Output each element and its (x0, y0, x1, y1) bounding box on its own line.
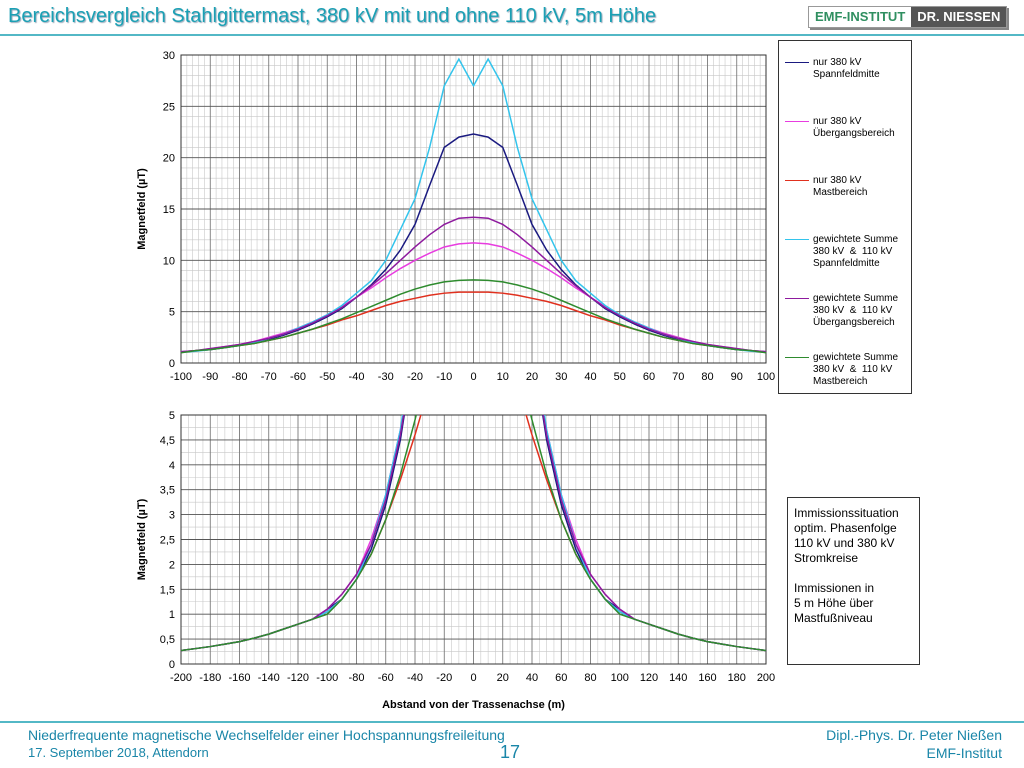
x-tick-label: 20 (526, 371, 538, 383)
legend-swatch (785, 239, 809, 240)
series-line (181, 216, 766, 353)
x-tick-label: 180 (728, 672, 746, 684)
y-tick-label: 1 (169, 609, 175, 621)
legend-swatch (785, 62, 809, 63)
legend-swatch (785, 180, 809, 181)
x-tick-label: -50 (319, 371, 335, 383)
x-axis-label: Abstand von der Trassenachse (m) (382, 699, 565, 711)
x-tick-label: 50 (614, 371, 626, 383)
plot-frame (180, 414, 767, 665)
legend-swatch (785, 298, 809, 299)
series-group (181, 57, 766, 354)
y-tick-label: 15 (163, 204, 175, 216)
y-tick-label: 5 (169, 307, 175, 319)
footer-date: 17. September 2018, Attendorn (28, 745, 209, 760)
x-tick-label: 200 (757, 672, 775, 684)
x-tick-label: -180 (199, 672, 221, 684)
x-tick-label: -200 (170, 672, 192, 684)
legend-label: nur 380 kV Mastbereich (813, 175, 868, 198)
y-axis-label: Magnetfeld (µT) (136, 168, 148, 250)
annotation-box: Immissionssituation optim. Phasenfolge 1… (787, 497, 920, 665)
x-tick-label: -30 (378, 371, 394, 383)
y-tick-label: 20 (163, 153, 175, 165)
x-tick-label: 80 (584, 672, 596, 684)
logo-left: EMF-INSTITUT (809, 7, 912, 27)
x-tick-label: 60 (643, 371, 655, 383)
x-tick-label: -10 (436, 371, 452, 383)
x-tick-label: 20 (497, 672, 509, 684)
footer-institute: EMF-Institut (926, 745, 1002, 761)
legend-swatch (785, 121, 809, 122)
x-tick-label: -70 (261, 371, 277, 383)
y-tick-label: 1,5 (160, 584, 175, 596)
y-tick-label: 0,5 (160, 634, 175, 646)
x-tick-label: -20 (436, 672, 452, 684)
x-tick-label: 120 (640, 672, 658, 684)
y-tick-label: 4,5 (160, 435, 175, 447)
x-tick-label: 140 (669, 672, 687, 684)
y-tick-label: 5 (169, 410, 175, 422)
y-axis-label: Magnetfeld (µT) (136, 498, 148, 580)
x-tick-label: -100 (170, 371, 192, 383)
legend-label: nur 380 kV Übergangsbereich (813, 116, 895, 139)
series-line (181, 133, 766, 353)
x-tick-label: 10 (497, 371, 509, 383)
x-tick-label: 40 (584, 371, 596, 383)
series-group (181, 415, 766, 652)
footer-author: Dipl.-Phys. Dr. Peter Nießen (826, 727, 1002, 743)
legend-label: nur 380 kV Spannfeldmitte (813, 57, 880, 80)
x-tick-label: -60 (378, 672, 394, 684)
legend-label: gewichtete Summe 380 kV & 110 kV Übergan… (813, 293, 899, 328)
footer-text: Niederfrequente magnetische Wechselfelde… (28, 727, 505, 743)
x-tick-label: 40 (526, 672, 538, 684)
logo-right: DR. NIESSEN (911, 7, 1007, 27)
x-tick-label: 70 (672, 371, 684, 383)
x-tick-label: 80 (701, 371, 713, 383)
x-tick-label: -20 (407, 371, 423, 383)
y-tick-label: 2 (169, 559, 175, 571)
x-tick-label: -160 (228, 672, 250, 684)
x-tick-label: -120 (287, 672, 309, 684)
x-tick-label: 100 (757, 371, 775, 383)
x-tick-label: 160 (698, 672, 716, 684)
x-tick-label: 60 (555, 672, 567, 684)
x-tick-label: -80 (349, 672, 365, 684)
y-tick-label: 25 (163, 101, 175, 113)
plot-frame (180, 54, 767, 364)
x-tick-label: -60 (290, 371, 306, 383)
y-tick-label: 2,5 (160, 535, 175, 547)
x-tick-label: 100 (611, 672, 629, 684)
y-tick-label: 4 (169, 460, 175, 472)
legend-swatch (785, 357, 809, 358)
logo: EMF-INSTITUT DR. NIESSEN (808, 6, 1008, 28)
x-tick-label: -40 (407, 672, 423, 684)
x-tick-label: 90 (731, 371, 743, 383)
legend-label: gewichtete Summe 380 kV & 110 kV Mastber… (813, 352, 899, 387)
page-number: 17 (500, 742, 521, 762)
x-tick-label: -80 (232, 371, 248, 383)
x-tick-label: -40 (349, 371, 365, 383)
x-tick-label: -140 (258, 672, 280, 684)
x-tick-label: -90 (202, 371, 218, 383)
x-tick-label: 30 (555, 371, 567, 383)
series-line (181, 415, 766, 652)
x-tick-label: 0 (470, 672, 476, 684)
x-tick-label: 0 (470, 371, 476, 383)
y-tick-label: 10 (163, 255, 175, 267)
series-line (181, 279, 766, 354)
x-tick-label: -100 (316, 672, 338, 684)
series-line (181, 242, 766, 353)
y-tick-label: 0 (169, 659, 175, 671)
y-tick-label: 3 (169, 510, 175, 522)
y-tick-label: 30 (163, 50, 175, 62)
y-tick-label: 0 (169, 358, 175, 370)
y-tick-label: 3,5 (160, 485, 175, 497)
slide-title: Bereichsvergleich Stahlgittermast, 380 k… (8, 5, 657, 27)
legend-label: gewichtete Summe 380 kV & 110 kV Spannfe… (813, 234, 899, 269)
legend: nur 380 kV Spannfeldmitte nur 380 kV Über… (778, 40, 912, 394)
